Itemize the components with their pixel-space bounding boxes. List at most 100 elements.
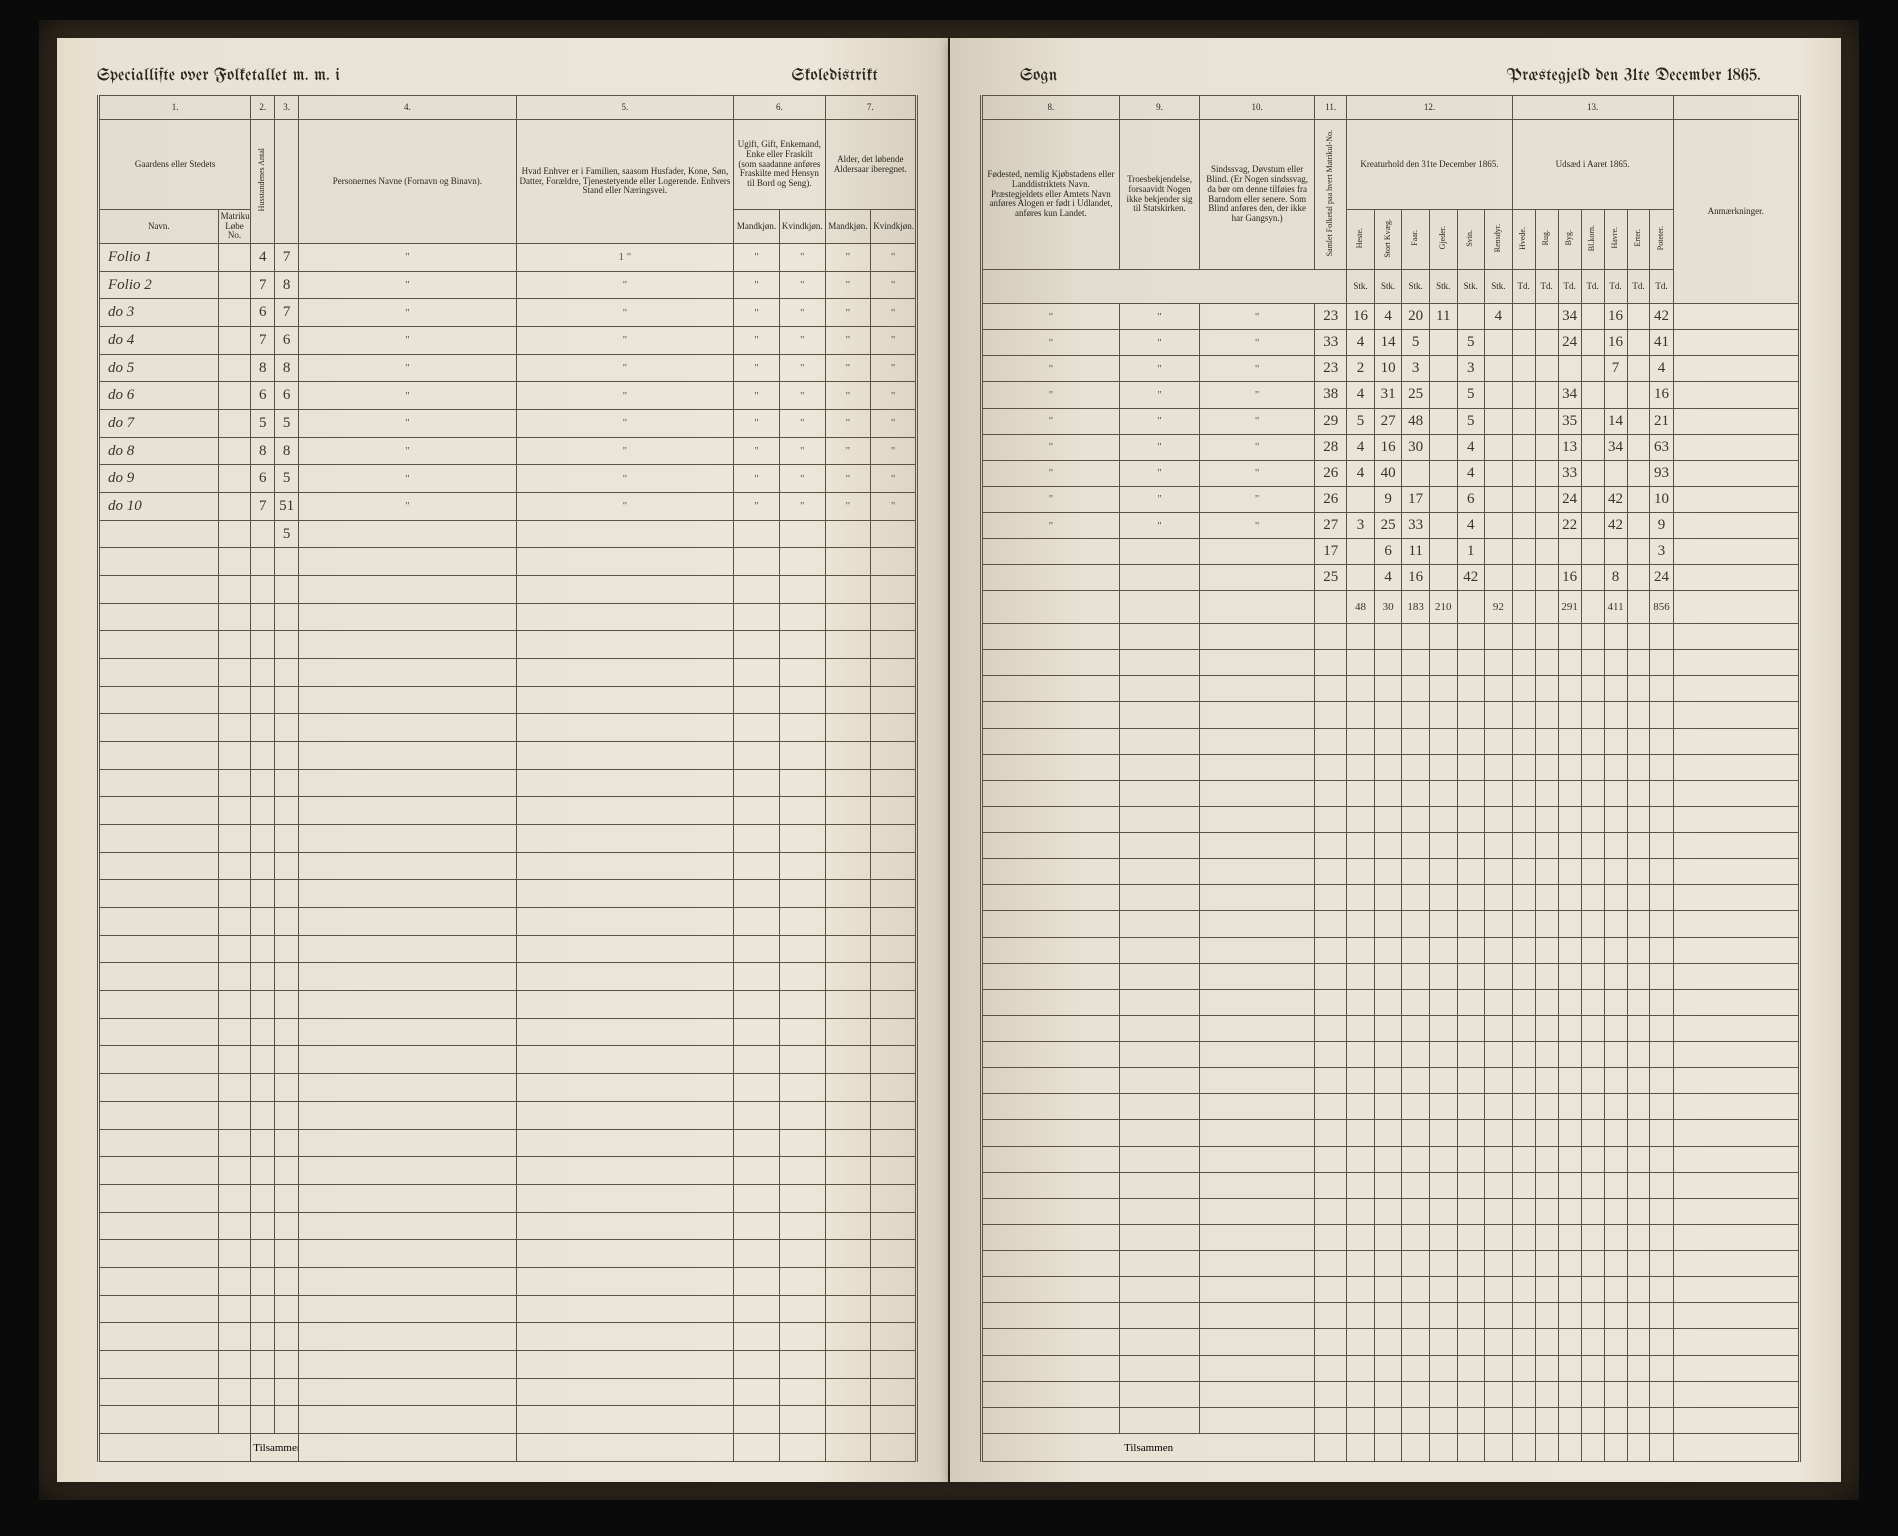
table-row [982,1120,1800,1146]
table-row [99,659,917,687]
cell: do 8 [99,437,219,465]
ledger-book: Speciallifte over Folketallet m. m. i Sk… [39,20,1859,1500]
table-row: do 588"""""" [99,354,917,382]
col-4: 4. [299,96,517,120]
cell [218,410,251,438]
cell: 7 [251,493,275,521]
cell: " [734,437,780,465]
table-row: """29527485351421 [982,408,1800,434]
cell: " [871,271,917,299]
cell: " [516,327,734,355]
h13-sub: Hvede. [1512,210,1535,270]
cell: 5 [275,410,299,438]
h7c: Kvindkjøn. [871,210,917,244]
table-row [982,676,1800,702]
cell: " [779,493,825,521]
cell [218,437,251,465]
table-row [982,1407,1800,1433]
cell: do 10 [99,493,219,521]
cell: " [871,354,917,382]
h6a: Ugift, Gift, Enkemand, Enke eller Fraski… [734,120,825,210]
cell: " [516,299,734,327]
table-row: do 888"""""" [99,437,917,465]
cell: " [299,465,517,493]
table-row: do 10751"""""" [99,493,917,521]
right-table: 8. 9. 10. 11. 12. 13. Fødested, nemlig K… [980,95,1801,1462]
td-label: Td. [1558,270,1581,304]
h13-sub: Erter. [1627,210,1650,270]
table-row [99,1129,917,1157]
col-10: 10. [1200,96,1315,120]
h12-sub: Faar. [1402,210,1430,270]
table-row [982,780,1800,806]
stk-label: Stk. [1429,270,1457,304]
cell: do 9 [99,465,219,493]
cell [218,520,251,548]
table-row [982,1381,1800,1407]
cell: " [871,382,917,410]
cell: " [825,299,871,327]
cell: " [734,271,780,299]
h1b: Navn. [99,210,219,244]
table-row: 1761113 [982,539,1800,565]
cell: " [299,271,517,299]
cell: " [871,437,917,465]
cell: Folio 1 [99,244,219,272]
cell: 7 [275,244,299,272]
cell [218,244,251,272]
cell: 7 [275,299,299,327]
table-row [99,742,917,770]
cell [734,520,780,548]
table-row: """2732533422429 [982,513,1800,539]
table-row: Folio 278"""""" [99,271,917,299]
td-label: Td. [1650,270,1673,304]
cell: Folio 2 [99,271,219,299]
table-row [982,1303,1800,1329]
cell [779,520,825,548]
cell: " [299,244,517,272]
cell [218,493,251,521]
cell: " [825,271,871,299]
cell: 8 [275,271,299,299]
table-row [982,859,1800,885]
cell: " [734,299,780,327]
table-row [99,1101,917,1129]
table-row [982,1172,1800,1198]
table-row [982,624,1800,650]
td-label: Td. [1627,270,1650,304]
cell: do 3 [99,299,219,327]
cell [218,327,251,355]
left-page: Speciallifte over Folketallet m. m. i Sk… [57,38,948,1482]
footer-tilsammen: Tilsammen [251,1434,299,1462]
cell [218,354,251,382]
cell: " [779,354,825,382]
cell: 5 [251,410,275,438]
h12-sub: Heste. [1347,210,1375,270]
cell [825,520,871,548]
h10: Sindssvag, Døvstum eller Blind. (Er Noge… [1200,120,1315,270]
table-row [99,1018,917,1046]
table-row [982,702,1800,728]
cell: 6 [275,327,299,355]
h3 [275,120,299,244]
cell: " [779,327,825,355]
cell: " [779,465,825,493]
col-9: 9. [1119,96,1199,120]
cell: " [734,327,780,355]
table-row [982,1042,1800,1068]
cell: " [825,437,871,465]
h12: Kreaturhold den 31te December 1865. [1347,120,1512,210]
h12-sub: Svin. [1457,210,1485,270]
table-row [982,1094,1800,1120]
table-row [99,825,917,853]
h-anm: Anmærkninger. [1673,120,1799,304]
h12-sub: Stort Kvæg. [1374,210,1402,270]
col-1: 1. [99,96,251,120]
col-6: 6. [734,96,825,120]
cell: " [734,493,780,521]
right-header: Sogn Præstegjeld den 31te December 1865. [980,68,1801,85]
cell: " [779,410,825,438]
cell [299,520,517,548]
table-row [982,650,1800,676]
cell: 5 [275,465,299,493]
